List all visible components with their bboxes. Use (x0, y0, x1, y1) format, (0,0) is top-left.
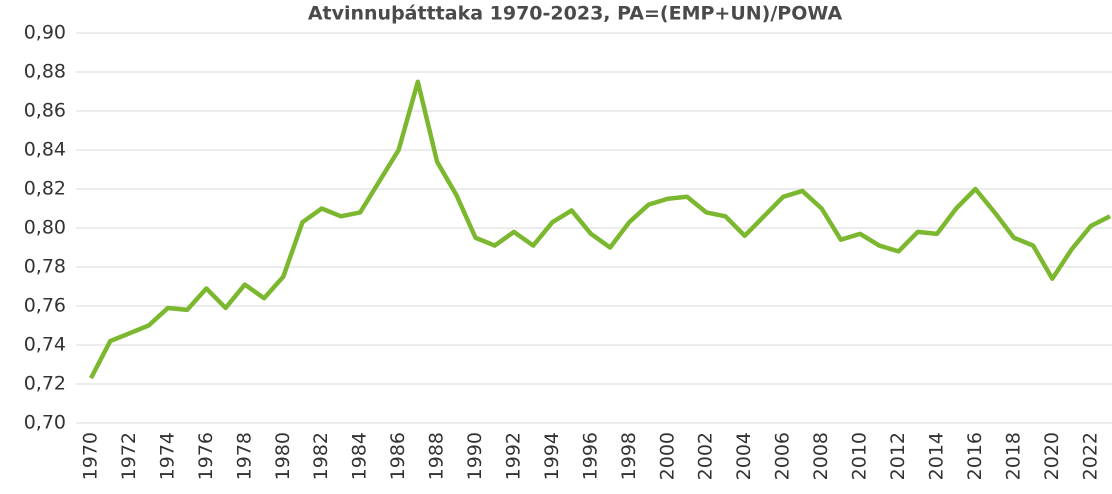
x-tick-label: 1978 (233, 432, 255, 480)
y-tick-label: 0,88 (24, 61, 66, 83)
y-tick-label: 0,74 (24, 334, 66, 356)
x-tick-label: 2010 (849, 432, 871, 480)
x-tick-label: 1980 (272, 432, 294, 480)
x-tick-label: 1970 (80, 432, 102, 480)
x-tick-label: 1996 (579, 432, 601, 480)
x-tick-label: 2000 (656, 432, 678, 480)
x-tick-label: 2002 (695, 432, 717, 480)
x-tick-label: 1994 (541, 432, 563, 480)
y-tick-label: 0,80 (24, 217, 66, 239)
y-tick-label: 0,84 (24, 139, 66, 161)
x-tick-label: 2016 (964, 432, 986, 480)
x-tick-label: 2012 (887, 432, 909, 480)
y-tick-label: 0,72 (24, 373, 66, 395)
x-tick-label: 2022 (1079, 432, 1101, 480)
x-tick-label: 1990 (464, 432, 486, 480)
chart-title: Atvinnuþátttaka 1970-2023, PA=(EMP+UN)/P… (308, 3, 843, 25)
x-tick-label: 1982 (310, 432, 332, 480)
y-tick-label: 0,82 (24, 178, 66, 200)
y-tick-label: 0,86 (24, 100, 66, 122)
x-tick-label: 2014 (925, 432, 947, 480)
x-tick-label: 2008 (810, 432, 832, 480)
x-tick-label: 2004 (733, 432, 755, 480)
x-tick-label: 2018 (1002, 432, 1024, 480)
x-tick-label: 2006 (772, 432, 794, 480)
x-tick-label: 1976 (195, 432, 217, 480)
x-tick-label: 1972 (118, 432, 140, 480)
y-tick-label: 0,70 (24, 412, 66, 434)
x-tick-label: 1992 (502, 432, 524, 480)
y-tick-label: 0,90 (24, 22, 66, 44)
x-tick-label: 1984 (349, 432, 371, 480)
x-tick-label: 2020 (1041, 432, 1063, 480)
x-tick-label: 1988 (426, 432, 448, 480)
x-tick-label: 1974 (156, 432, 178, 480)
y-tick-label: 0,78 (24, 256, 66, 278)
data-line (89, 79, 1112, 380)
y-tick-label: 0,76 (24, 295, 66, 317)
x-tick-label: 1986 (387, 432, 409, 480)
x-tick-label: 1998 (618, 432, 640, 480)
